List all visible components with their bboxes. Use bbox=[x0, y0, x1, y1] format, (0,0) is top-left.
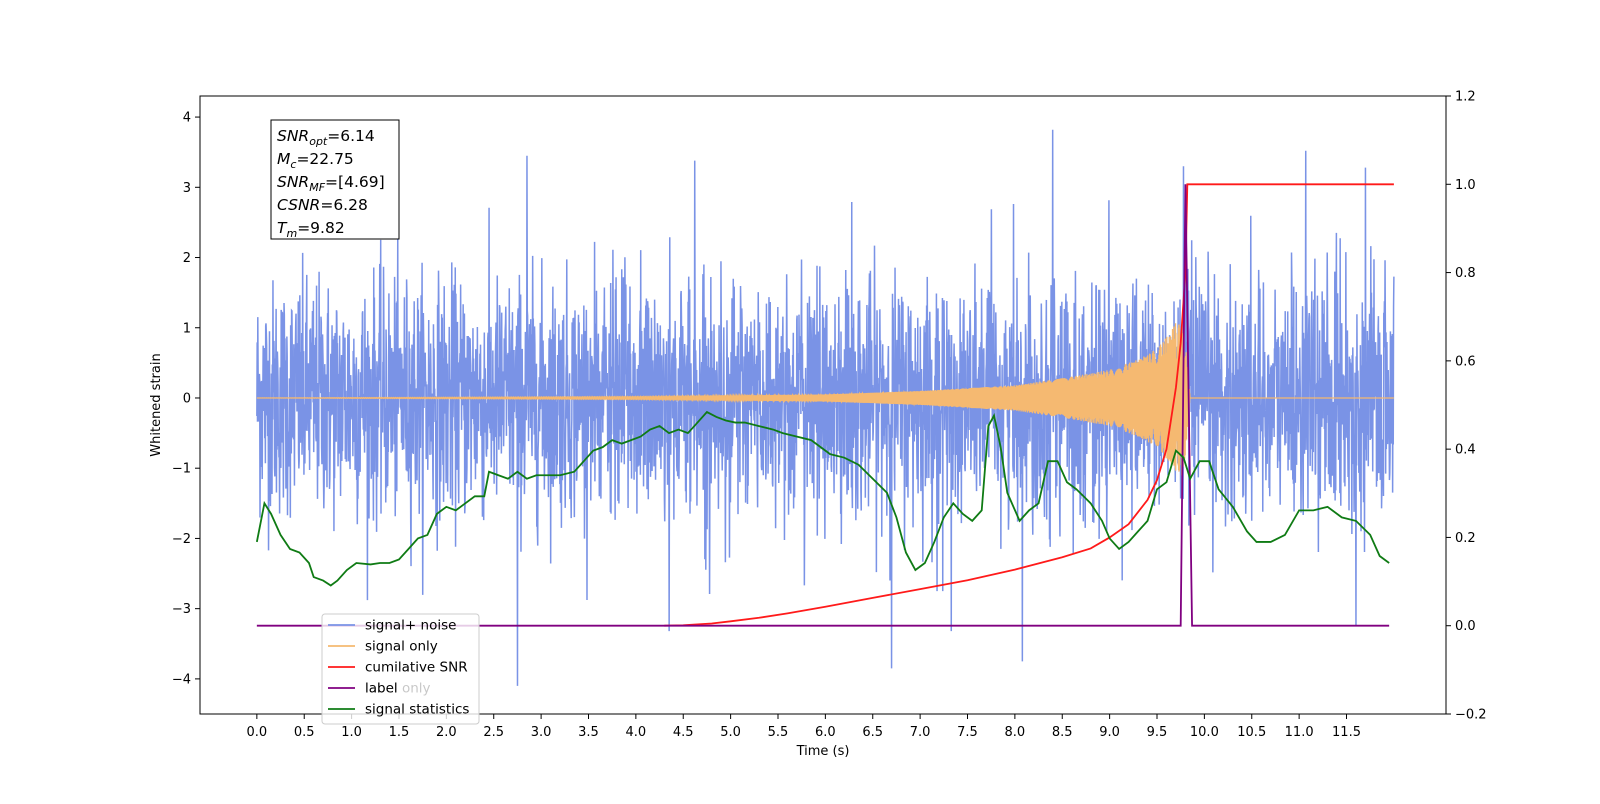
x-tick-label: 9.5 bbox=[1147, 725, 1168, 740]
legend: signal+ noise signal only cumilative SNR la… bbox=[321, 613, 480, 725]
annotation-line: CSNR=6.28 bbox=[277, 196, 368, 214]
x-tick-label: 1.0 bbox=[341, 725, 362, 740]
y-right-tick-label: 0.6 bbox=[1455, 354, 1476, 369]
y-right-tick-label: 0.4 bbox=[1455, 443, 1476, 458]
x-tick-label: 2.5 bbox=[483, 725, 504, 740]
x-tick-label: 8.0 bbox=[1005, 725, 1026, 740]
x-tick-label: 5.0 bbox=[720, 725, 741, 740]
series-cumulative-snr bbox=[664, 183, 1394, 627]
y-right-tick-label: −0.2 bbox=[1455, 708, 1487, 723]
x-axis-label: Time (s) bbox=[796, 744, 850, 759]
y-left-tick-label: −2 bbox=[172, 532, 191, 547]
series-signal-only bbox=[256, 323, 1394, 476]
series-layer bbox=[255, 129, 1395, 686]
legend-label-faint: label only bbox=[365, 681, 431, 697]
x-tick-label: 6.5 bbox=[862, 725, 883, 740]
y-right-tick-label: 0.2 bbox=[1455, 531, 1476, 546]
legend-label: cumilative SNR bbox=[365, 660, 468, 676]
x-tick-label: 11.5 bbox=[1332, 725, 1361, 740]
y-axis-label: Whitened strain bbox=[149, 353, 164, 456]
annotation-line: SNRMF=[4.69] bbox=[277, 173, 385, 194]
y-left-tick-label: −3 bbox=[172, 602, 191, 617]
x-tick-label: 8.5 bbox=[1052, 725, 1073, 740]
legend-label: signal+ noise bbox=[365, 618, 456, 634]
series-label bbox=[256, 184, 1390, 627]
plot-frame bbox=[199, 95, 1447, 715]
legend-label: signal only bbox=[365, 639, 438, 655]
legend-label: signal statistics bbox=[365, 702, 469, 718]
x-tick-label: 4.5 bbox=[673, 725, 694, 740]
x-axis: 0.0 0.5 1.0 1.5 2.0 2.5 3.0 3.5 4.0 4.5 5.0 5.5 6.0 6… bbox=[247, 714, 1361, 740]
annotation-line: SNRopt=6.14 bbox=[277, 127, 375, 148]
y-axis-right: −0.2 0.0 0.2 0.4 0.6 0.8 1.0 1.2 bbox=[1446, 90, 1487, 723]
legend-frame bbox=[321, 613, 480, 725]
y-right-tick-label: 0.0 bbox=[1455, 619, 1476, 634]
annotation-frame bbox=[270, 119, 400, 240]
x-tick-label: 9.0 bbox=[1099, 725, 1120, 740]
x-tick-label: 0.0 bbox=[247, 725, 268, 740]
y-left-tick-label: −1 bbox=[172, 462, 191, 477]
x-tick-label: 3.0 bbox=[531, 725, 552, 740]
series-signal-noise bbox=[256, 129, 1395, 686]
y-left-tick-label: 0 bbox=[183, 391, 191, 406]
x-tick-label: 6.0 bbox=[815, 725, 836, 740]
annotation-line: Mc=22.75 bbox=[277, 150, 354, 171]
x-tick-label: 4.0 bbox=[626, 725, 647, 740]
y-left-tick-label: 3 bbox=[183, 181, 191, 196]
legend-label: label bbox=[365, 681, 398, 697]
x-tick-label: 0.5 bbox=[294, 725, 315, 740]
y-left-tick-label: 4 bbox=[183, 111, 191, 126]
y-right-tick-label: 1.2 bbox=[1455, 90, 1476, 105]
x-tick-label: 5.5 bbox=[768, 725, 789, 740]
series-signal-statistics bbox=[255, 410, 1390, 587]
annotation-line: Tm=9.82 bbox=[277, 219, 345, 240]
y-axis-left: −4 −3 −2 −1 0 1 2 3 4 bbox=[172, 111, 200, 687]
y-left-tick-label: 1 bbox=[183, 321, 191, 336]
x-tick-label: 2.0 bbox=[436, 725, 457, 740]
y-left-tick-label: −4 bbox=[172, 672, 191, 687]
x-tick-label: 7.5 bbox=[957, 725, 978, 740]
y-right-tick-label: 0.8 bbox=[1455, 266, 1476, 281]
x-tick-label: 10.0 bbox=[1190, 725, 1219, 740]
y-left-tick-label: 2 bbox=[183, 251, 191, 266]
x-tick-label: 11.0 bbox=[1285, 725, 1314, 740]
x-tick-label: 10.5 bbox=[1237, 725, 1266, 740]
x-tick-label: 3.5 bbox=[578, 725, 599, 740]
y-right-tick-label: 1.0 bbox=[1455, 178, 1476, 193]
x-tick-label: 7.0 bbox=[910, 725, 931, 740]
x-tick-label: 1.5 bbox=[389, 725, 410, 740]
